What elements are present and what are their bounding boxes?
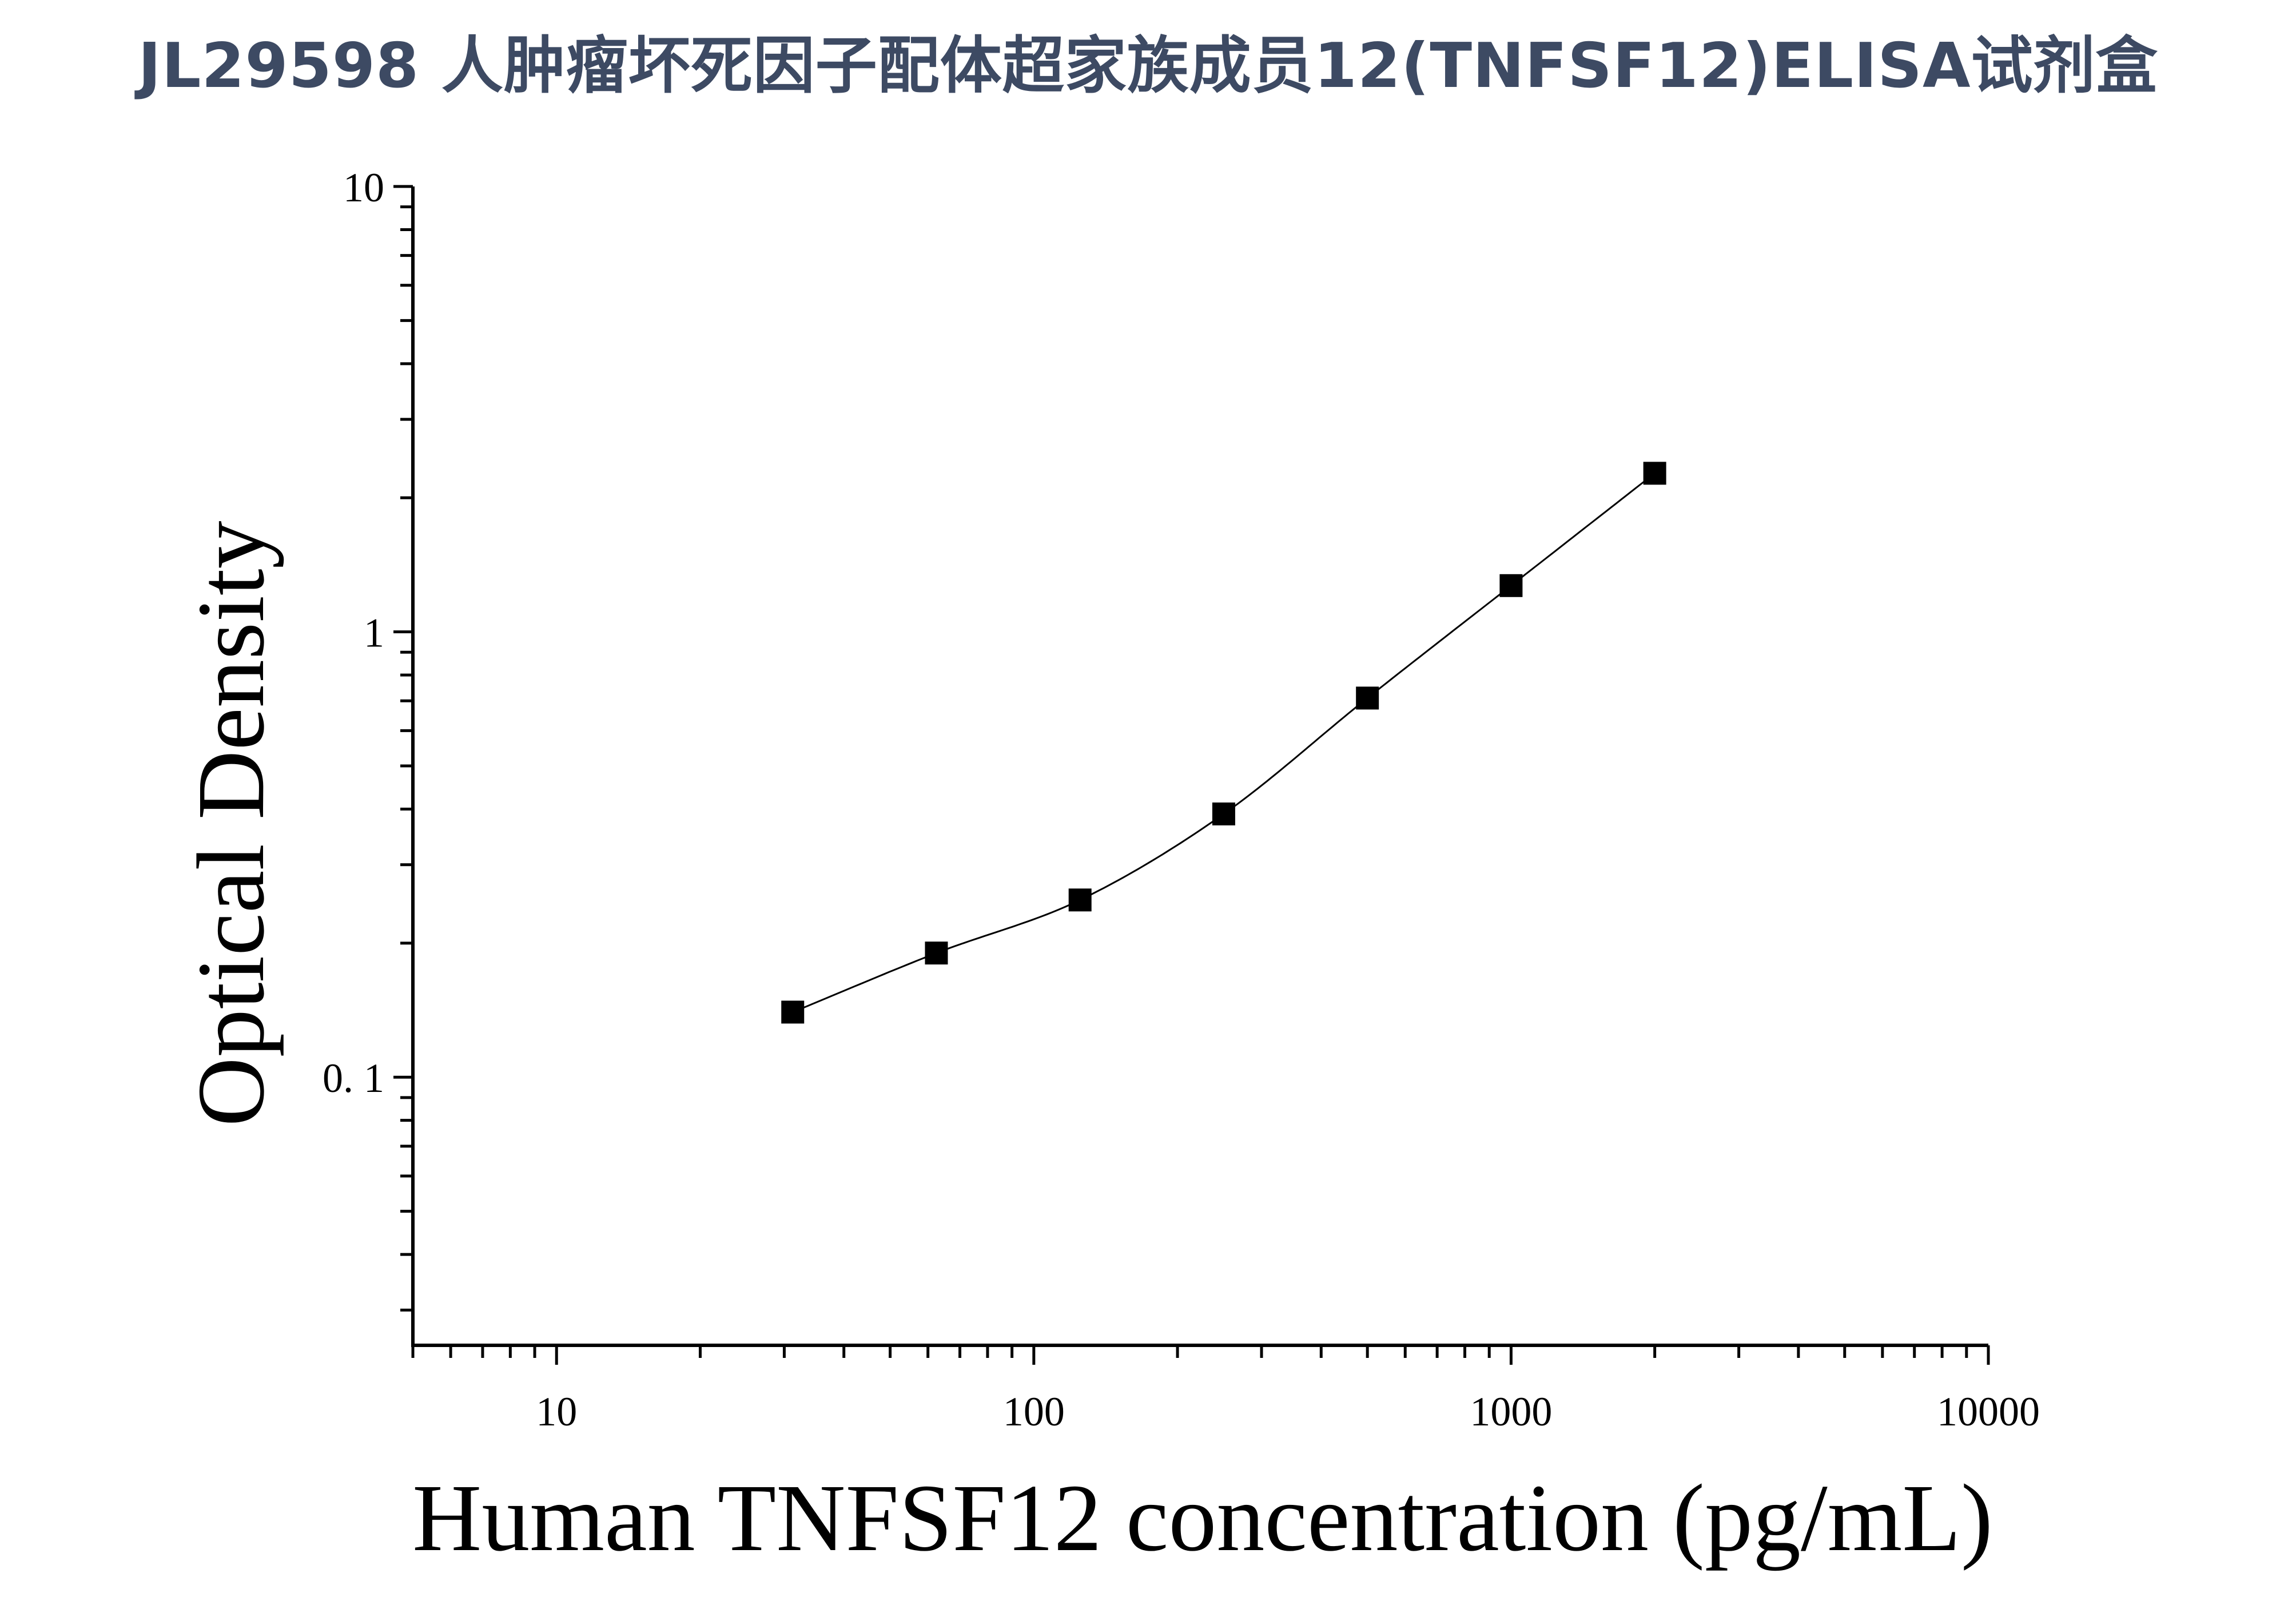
x-axis-title: Human TNFSF12 concentration (pg/mL): [412, 1465, 1993, 1571]
data-point: [1212, 802, 1235, 826]
x-tick-label: 100: [1003, 1389, 1065, 1435]
data-point: [925, 941, 948, 965]
tick-labels: 10 100 1000 10000 0. 1 1 10: [323, 165, 2040, 1435]
data-point: [781, 1000, 805, 1024]
y-tick-label: 0. 1: [323, 1055, 384, 1101]
x-tick-label: 10000: [1937, 1389, 2040, 1435]
data-points: [781, 462, 1666, 1024]
y-tick-label: 10: [343, 165, 384, 210]
x-tick-label: 10: [536, 1389, 577, 1435]
y-axis-title: Optical Density: [178, 521, 284, 1126]
fit-curve: [792, 472, 1656, 1013]
x-tick-label: 1000: [1470, 1389, 1552, 1435]
y-tick-label: 1: [364, 610, 384, 656]
data-point: [1643, 462, 1666, 485]
data-point: [1356, 686, 1379, 710]
axis-ticks: [393, 185, 1990, 1365]
data-point: [1499, 574, 1523, 597]
data-point: [1068, 888, 1092, 912]
page-title: JL29598 人肿瘤坏死因子配体超家族成员12(TNFSF12)ELISA试剂…: [138, 30, 2158, 102]
axes: [411, 186, 1988, 1347]
